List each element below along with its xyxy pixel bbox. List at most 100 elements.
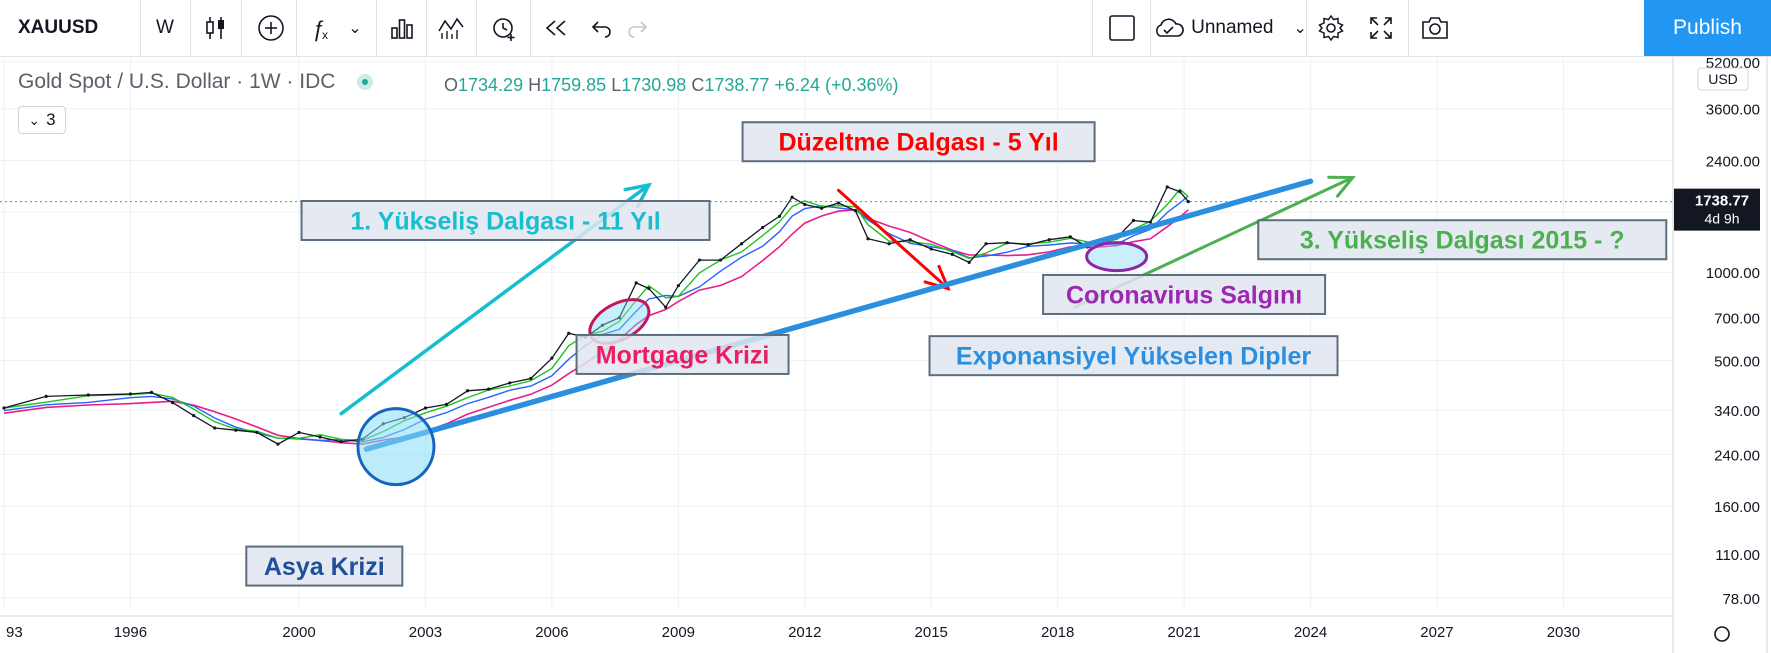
price-point bbox=[908, 238, 912, 242]
price-point bbox=[276, 442, 280, 446]
price-point bbox=[529, 376, 533, 381]
layout-name-button[interactable]: Unnamed ⌄ bbox=[1150, 0, 1310, 56]
toolbar-divider bbox=[476, 0, 477, 56]
price-point bbox=[836, 201, 841, 205]
price-point bbox=[950, 252, 954, 256]
annotation-label: Coronavirus Salgını bbox=[1066, 281, 1302, 309]
indicators-toggle[interactable]: ⌄ 3 bbox=[18, 106, 66, 134]
replay-icon[interactable] bbox=[534, 0, 578, 56]
price-point bbox=[634, 281, 638, 285]
y-tick-label: 3600.00 bbox=[1706, 102, 1760, 119]
ohlc-values: O1734.29 H1759.85 L1730.98 C1738.77 +6.2… bbox=[444, 75, 899, 96]
price-point bbox=[1047, 238, 1051, 242]
toolbar-divider bbox=[530, 0, 531, 56]
undo-icon[interactable] bbox=[583, 0, 619, 56]
square-icon[interactable] bbox=[1100, 0, 1144, 56]
price-point bbox=[761, 225, 765, 230]
alert-icon[interactable] bbox=[482, 0, 526, 56]
candles-icon[interactable] bbox=[196, 0, 236, 56]
price-point bbox=[718, 258, 723, 262]
price-point bbox=[1186, 200, 1190, 204]
x-tick-label: 2024 bbox=[1294, 624, 1327, 641]
y-tick-label: 2400.00 bbox=[1706, 153, 1760, 170]
price-point bbox=[887, 242, 891, 246]
toolbar-divider bbox=[1092, 0, 1093, 56]
toolbar-divider bbox=[426, 0, 427, 56]
exponential-trendline bbox=[363, 178, 1314, 452]
camera-icon[interactable] bbox=[1412, 0, 1458, 56]
price-point bbox=[790, 195, 794, 199]
price-point bbox=[318, 435, 322, 439]
price-point bbox=[149, 390, 154, 394]
x-tick-label: 2018 bbox=[1041, 624, 1074, 641]
redo-icon[interactable] bbox=[620, 0, 656, 56]
price-point bbox=[466, 389, 470, 393]
annotation-label: 1. Yükseliş Dalgası - 11 Yıl bbox=[350, 207, 660, 235]
price-point bbox=[44, 394, 48, 398]
price-point bbox=[676, 284, 680, 288]
annotation-box bbox=[1042, 273, 1327, 315]
price-point bbox=[803, 202, 807, 207]
annotation-box bbox=[300, 199, 711, 241]
price-point bbox=[1068, 235, 1072, 239]
legend-title: Gold Spot / U.S. Dollar · 1W · IDC bbox=[18, 70, 336, 93]
annotation-label: Asya Krizi bbox=[264, 553, 385, 581]
annotation-box bbox=[1257, 219, 1668, 261]
x-tick-label: 2015 bbox=[915, 624, 948, 641]
price-point bbox=[739, 242, 744, 246]
price-point bbox=[967, 260, 971, 264]
price-point bbox=[1148, 220, 1152, 224]
time-axis[interactable]: 93 1996 2000 2003 2006 2009 2012 2015 2018 2021 20… bbox=[0, 615, 1730, 642]
x-tick-label: 2009 bbox=[662, 624, 695, 641]
price-chart[interactable]: 1. Yükseliş Dalgası - 11 Yıl Düzeltme Dal… bbox=[0, 57, 1771, 653]
price-axis[interactable]: 78.00 110.00 160.00 240.00 340.00 500.00 700.0… bbox=[1672, 57, 1768, 653]
y-tick-label: 340.00 bbox=[1714, 403, 1760, 420]
publish-button[interactable]: Publish bbox=[1644, 0, 1771, 56]
price-point bbox=[444, 402, 449, 406]
annotation-label: Mortgage Krizi bbox=[596, 341, 770, 369]
price-point bbox=[853, 209, 857, 213]
indicator-count: 3 bbox=[46, 110, 56, 129]
price-series bbox=[0, 185, 1673, 446]
cloud-icon bbox=[1156, 18, 1184, 37]
add-indicator-icon[interactable] bbox=[248, 0, 294, 56]
moving-average-slow bbox=[3, 209, 1189, 445]
close-value: 1738.77 bbox=[704, 75, 770, 95]
x-tick-label: 2012 bbox=[788, 624, 821, 641]
y-tick-label: 78.00 bbox=[1722, 591, 1760, 608]
chevron-down-icon[interactable]: ⌄ bbox=[348, 20, 362, 37]
price-point bbox=[213, 426, 217, 430]
price-point bbox=[929, 247, 933, 251]
layout-name: Unnamed bbox=[1191, 17, 1274, 38]
market-status-icon[interactable] bbox=[357, 74, 374, 90]
toolbar-divider bbox=[1306, 0, 1307, 56]
annotation-box bbox=[741, 121, 1096, 163]
x-tick-label: 2006 bbox=[535, 624, 568, 641]
price-point bbox=[984, 242, 988, 246]
high-label: H bbox=[528, 75, 542, 95]
y-tick-label: 500.00 bbox=[1714, 354, 1760, 371]
settings-icon[interactable] bbox=[1308, 0, 1354, 56]
price-point bbox=[508, 381, 512, 385]
x-tick-label: 2030 bbox=[1547, 624, 1580, 641]
price-point bbox=[1005, 241, 1009, 245]
price-point bbox=[617, 316, 621, 320]
x-tick-label: 93 bbox=[6, 624, 23, 641]
annotation-box bbox=[575, 333, 790, 375]
annotation-box bbox=[245, 545, 404, 587]
axis-settings-icon bbox=[1714, 626, 1730, 642]
annotation-label: Düzeltme Dalgası - 5 Yıl bbox=[778, 129, 1058, 157]
symbol-legend: Gold Spot / U.S. Dollar · 1W · IDC bbox=[18, 70, 374, 94]
indicators-icon[interactable] bbox=[430, 0, 472, 56]
chart-annotations: 1. Yükseliş Dalgası - 11 Yıl Düzeltme Dal… bbox=[245, 121, 1668, 587]
symbol-search[interactable]: XAUUSD bbox=[18, 17, 99, 38]
price-point bbox=[567, 331, 571, 335]
x-tick-label: 2003 bbox=[409, 624, 442, 641]
fullscreen-icon[interactable] bbox=[1358, 0, 1404, 56]
price-point bbox=[192, 414, 196, 418]
interval-button[interactable]: W bbox=[156, 17, 174, 38]
bar-chart-icon[interactable] bbox=[381, 0, 423, 56]
svg-text:x: x bbox=[322, 28, 328, 42]
